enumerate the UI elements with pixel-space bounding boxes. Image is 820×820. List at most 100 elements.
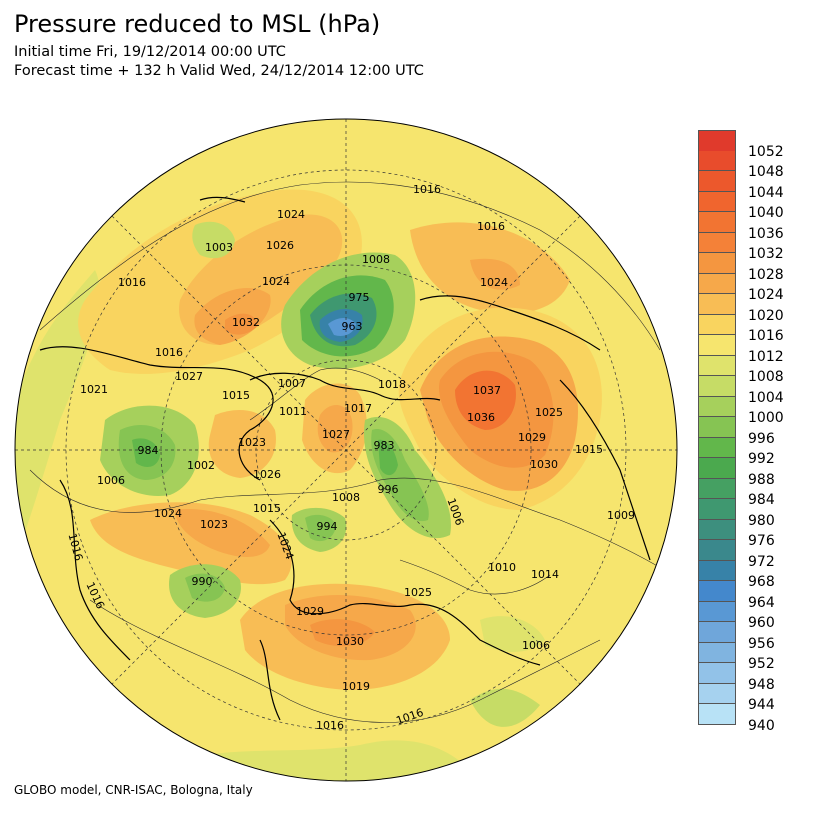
colorbar-swatch [698, 232, 736, 253]
field-996-arctic-low [305, 514, 336, 542]
field-960-deep-low [328, 318, 356, 336]
field-1032-center [225, 313, 258, 335]
colorbar-swatch [698, 499, 736, 520]
colorbar-swatch [698, 417, 736, 438]
pressure-label: 1024 [154, 507, 182, 520]
field-1036-siberia [455, 370, 516, 430]
pressure-label: 1009 [607, 509, 635, 522]
colorbar-swatch [698, 171, 736, 192]
field-1008-southwest [15, 270, 100, 560]
pressure-label: 1026 [266, 239, 294, 252]
pressure-label: 996 [378, 483, 399, 496]
colorbar-swatch [698, 519, 736, 540]
colorbar-label: 960 [748, 615, 775, 631]
colorbar-label: 1036 [748, 225, 784, 242]
colorbar-swatch [698, 540, 736, 561]
colorbar-label: 956 [748, 635, 775, 652]
coastline [59, 479, 131, 661]
pressure-label: 983 [374, 439, 395, 452]
colorbar-label: 996 [748, 430, 775, 447]
colorbar-label: 940 [748, 717, 775, 734]
field-1028-arctic [317, 404, 353, 453]
forecast-time: Forecast time + 132 h Valid Wed, 24/12/2… [14, 63, 424, 79]
colorbar-label: 952 [748, 656, 775, 672]
coastline [419, 295, 601, 351]
isobar [39, 181, 661, 351]
pressure-label: 1024 [480, 276, 508, 289]
map-disc-border [14, 118, 678, 782]
pressure-label: 1007 [278, 377, 306, 390]
pressure-label: 1015 [253, 502, 281, 515]
pressure-labels: 1016 1016 1024 1003 1026 1008 1024 1016 … [65, 183, 635, 732]
field-1028-southwest [175, 509, 270, 557]
pressure-label: 1016 [316, 719, 344, 732]
pressure-label: 1006 [522, 639, 550, 652]
colorbar-swatch [698, 376, 736, 397]
pressure-label: 1006 [97, 474, 125, 487]
colorbar-label: 976 [748, 533, 775, 549]
colorbar-label: 1044 [748, 184, 784, 201]
colorbar-swatch [698, 683, 736, 704]
pressure-label: 1003 [205, 241, 233, 254]
pressure-label: 1024 [277, 208, 305, 221]
pressure-label: 1030 [336, 635, 364, 648]
colorbar-label: 984 [748, 492, 775, 508]
pressure-label: 1019 [342, 680, 370, 693]
field-1028-northeast [470, 258, 520, 290]
colorbar-swatch [698, 150, 736, 171]
colorbar-swatch [698, 396, 736, 417]
pressure-label: 1008 [362, 253, 390, 266]
field-1012-mediterranean [420, 539, 490, 585]
colorbar-label: 948 [748, 676, 775, 693]
coastline [249, 372, 441, 401]
pressure-label: 975 [349, 291, 370, 304]
field-1024-canada [208, 410, 276, 478]
field-992-southwest-low [185, 573, 225, 602]
coastline [199, 196, 246, 203]
pressure-label: 1010 [488, 561, 516, 574]
colorbar-swatch [698, 663, 736, 684]
pressure-label: 1023 [238, 436, 266, 449]
pressure-label: 1017 [344, 402, 372, 415]
pressure-label: 1018 [378, 378, 406, 391]
pressure-label: 1024 [262, 275, 290, 288]
pressure-label: 1026 [253, 468, 281, 481]
pressure-label: 994 [317, 520, 338, 533]
colorbar-label: 1024 [748, 287, 784, 303]
colorbar-swatch [698, 601, 736, 622]
colorbar-swatch [698, 314, 736, 335]
coastline [259, 639, 281, 721]
colorbar-swatch [698, 437, 736, 458]
pressure-label: 1016 [155, 346, 183, 359]
colorbar-swatch [698, 191, 736, 212]
colorbar-label: 1000 [748, 410, 784, 426]
colorbar-label: 1032 [748, 246, 784, 262]
pressure-fields [15, 189, 602, 781]
isobar [399, 559, 551, 595]
coastlines [39, 196, 651, 721]
field-984-pacific [132, 438, 160, 467]
colorbar-label: 1040 [748, 205, 784, 221]
field-1032-south [310, 619, 375, 647]
colorbar-label: 1008 [748, 369, 784, 385]
pressure-label: 1029 [296, 605, 324, 618]
pressure-label: 963 [342, 320, 363, 333]
pressure-label: 1008 [332, 491, 360, 504]
pressure-label: 1036 [467, 411, 495, 424]
model-credit: GLOBO model, CNR-ISAC, Bologna, Italy [14, 783, 253, 797]
colorbar-swatch [698, 458, 736, 479]
graticule [15, 119, 677, 781]
pressure-label: 1002 [187, 459, 215, 472]
colorbar-label: 1028 [748, 266, 784, 283]
colorbar-label: 968 [748, 574, 775, 590]
pressure-label: 1016 [477, 220, 505, 233]
pressure-label: 1011 [279, 405, 307, 418]
colorbar-swatch [698, 335, 736, 356]
colorbar-swatch [698, 355, 736, 376]
colorbar-label: 1016 [748, 328, 784, 344]
pressure-label: 1037 [473, 384, 501, 397]
coastline [39, 346, 274, 481]
colorbar-swatch [698, 273, 736, 294]
pressure-label: 1021 [80, 383, 108, 396]
pressure-label: 1025 [535, 406, 563, 419]
